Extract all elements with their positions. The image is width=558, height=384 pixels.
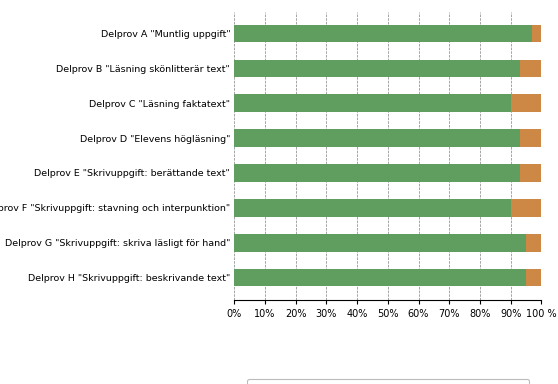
Bar xyxy=(532,25,541,42)
Bar xyxy=(234,164,519,182)
Bar xyxy=(519,129,541,147)
Bar xyxy=(519,60,541,77)
Bar xyxy=(526,269,541,286)
Bar xyxy=(511,94,541,112)
Bar xyxy=(234,199,511,217)
Bar xyxy=(511,199,541,217)
Bar xyxy=(234,60,519,77)
Bar xyxy=(234,94,511,112)
Bar xyxy=(234,269,526,286)
Legend: Uppnått kravnivån, Ej uppnått kravnivån: Uppnått kravnivån, Ej uppnått kravnivån xyxy=(247,379,529,384)
Bar xyxy=(526,234,541,252)
Bar xyxy=(519,164,541,182)
Bar xyxy=(234,129,519,147)
Bar xyxy=(234,234,526,252)
Bar xyxy=(234,25,532,42)
